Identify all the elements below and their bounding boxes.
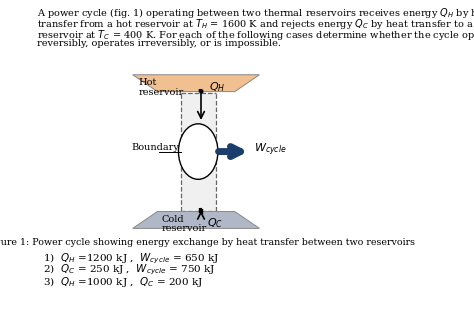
Circle shape (179, 124, 218, 179)
Text: Figure 1: Power cycle showing energy exchange by heat transfer between two reser: Figure 1: Power cycle showing energy exc… (0, 238, 415, 247)
Text: $W_{cycle}$: $W_{cycle}$ (254, 141, 287, 158)
Text: reservoir: reservoir (162, 225, 207, 234)
Text: reservoir: reservoir (138, 88, 183, 97)
Text: A power cycle (fig. 1) operating between two thermal reservoirs receives energy : A power cycle (fig. 1) operating between… (37, 6, 474, 20)
Text: transfer from a hot reservoir at $T_H$ = 1600 K and rejects energy $Q_C$ by heat: transfer from a hot reservoir at $T_H$ =… (37, 17, 474, 31)
Polygon shape (133, 211, 259, 228)
Text: reservoir at $T_C$ = 400 K. For each of the following cases determine whether th: reservoir at $T_C$ = 400 K. For each of … (37, 28, 474, 42)
Text: $Q_H$: $Q_H$ (209, 80, 225, 93)
Polygon shape (133, 75, 259, 92)
Text: Hot: Hot (138, 78, 157, 87)
Text: 3)  $Q_H$ =1000 kJ ,  $Q_C$ = 200 kJ: 3) $Q_H$ =1000 kJ , $Q_C$ = 200 kJ (43, 275, 203, 289)
Text: 2)  $Q_C$ = 250 kJ ,  $W_{cycle}$ = 750 kJ: 2) $Q_C$ = 250 kJ , $W_{cycle}$ = 750 kJ (43, 263, 215, 278)
Text: Cold: Cold (162, 214, 184, 224)
Text: Boundary: Boundary (131, 143, 179, 152)
Bar (181, 93, 216, 211)
Text: 1)  $Q_H$ =1200 kJ ,  $W_{cycle}$ = 650 kJ: 1) $Q_H$ =1200 kJ , $W_{cycle}$ = 650 kJ (43, 251, 219, 266)
Text: reversibly, operates irreversibly, or is impossible.: reversibly, operates irreversibly, or is… (37, 39, 281, 48)
Text: $Q_C$: $Q_C$ (207, 217, 223, 230)
